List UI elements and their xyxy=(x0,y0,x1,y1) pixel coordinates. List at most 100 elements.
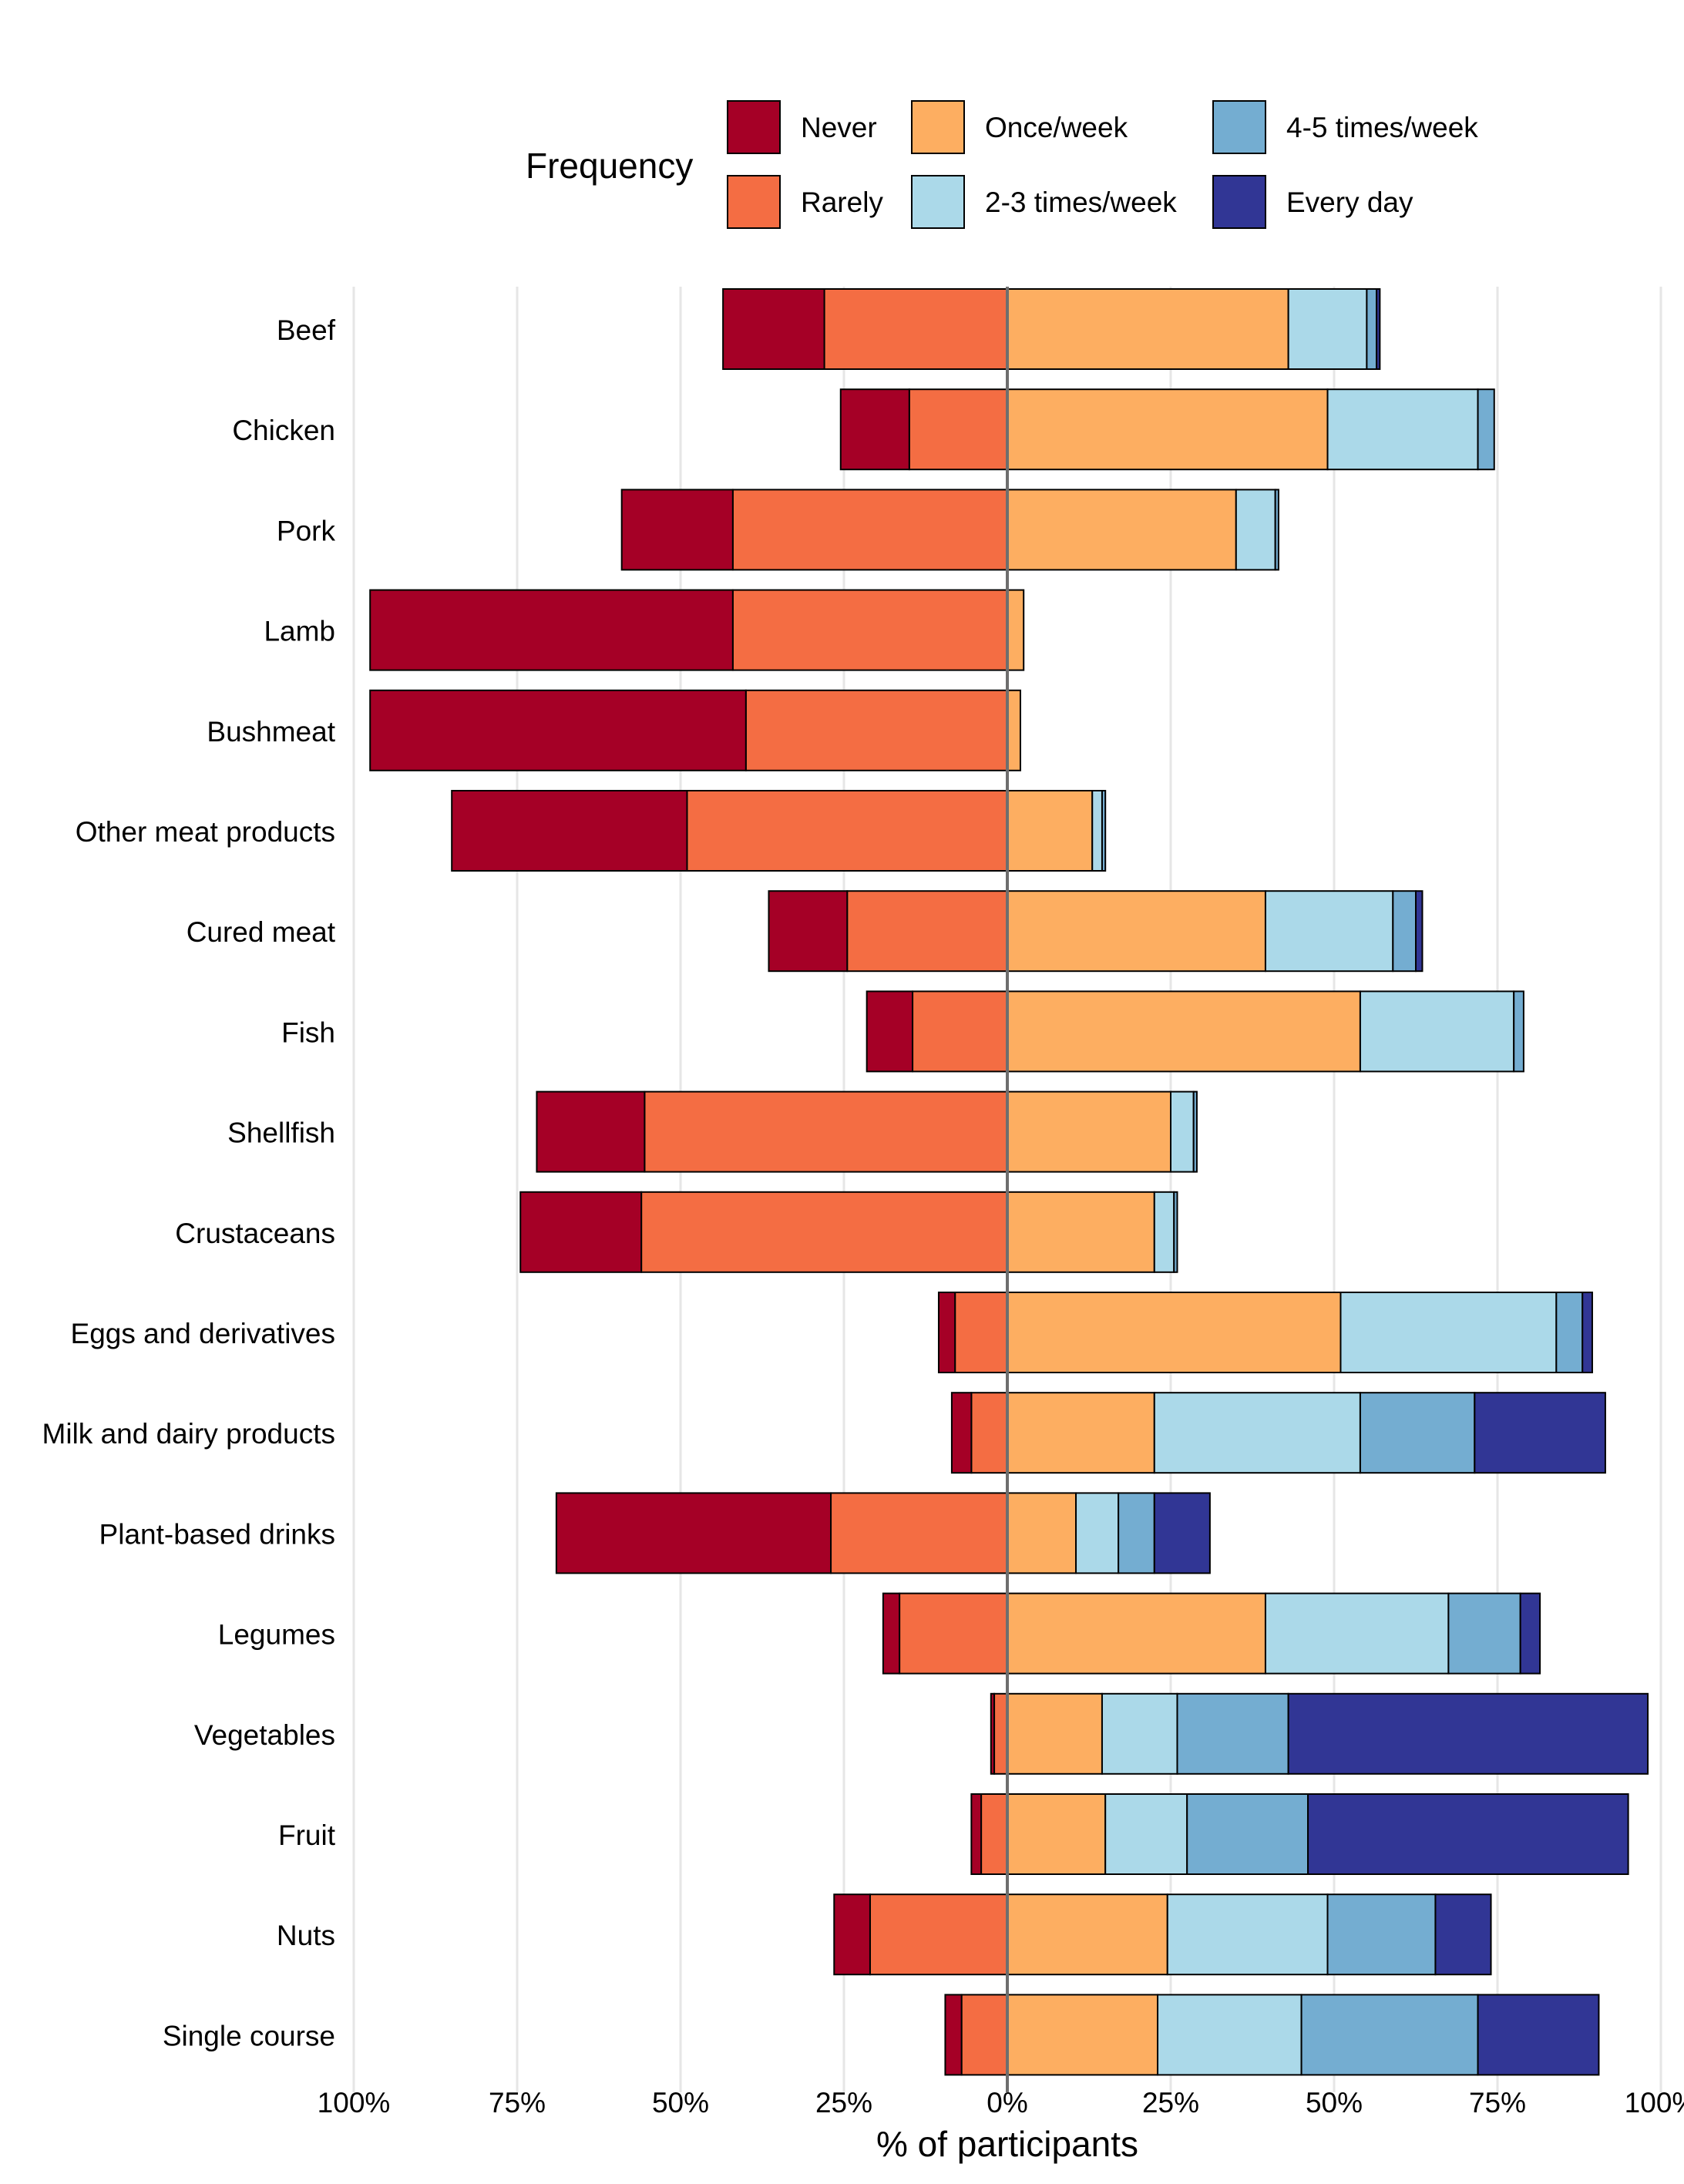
bar-plant-based-drinks-2-3-times-week xyxy=(1075,1492,1120,1574)
ytick-label-beef: Beef xyxy=(277,314,336,346)
ytick-label-single-course: Single course xyxy=(163,2020,335,2051)
bar-single-course-2-3-times-week xyxy=(1157,1994,1302,2076)
legend-key-once-week xyxy=(911,100,965,154)
bar-nuts-never xyxy=(833,1893,871,1976)
bar-lamb-rarely xyxy=(731,589,1009,671)
bar-fish-once-week xyxy=(1007,990,1361,1073)
bar-crustaceans-never xyxy=(519,1191,643,1273)
bar-single-course-never xyxy=(944,1994,963,2076)
bar-vegetables-2-3-times-week xyxy=(1101,1692,1178,1775)
xtick-label-100: 100% xyxy=(1625,2087,1684,2118)
bar-cured-meat-2-3-times-week xyxy=(1264,890,1394,973)
bar-plant-based-drinks-4-5-times-week xyxy=(1118,1492,1155,1574)
legend-key-every-day xyxy=(1212,175,1266,229)
bar-nuts-rarely xyxy=(869,1893,1009,1976)
bar-other-meat-products-never xyxy=(451,790,688,872)
ytick-label-pork: Pork xyxy=(277,515,336,546)
ytick-label-legumes: Legumes xyxy=(218,1619,335,1651)
bar-single-course-every-day xyxy=(1477,1994,1600,2076)
ytick-label-chicken: Chicken xyxy=(232,415,335,446)
bar-fish-rarely xyxy=(912,990,1009,1073)
xtick-label-75: 75% xyxy=(1469,2087,1526,2118)
xtick-label-0: 0% xyxy=(987,2087,1027,2118)
bar-eggs-and-derivatives-once-week xyxy=(1007,1292,1342,1373)
bar-cured-meat-once-week xyxy=(1007,890,1266,973)
ytick-label-cured-meat: Cured meat xyxy=(187,916,336,948)
legend-items: Never Rarely Once/week 2-3 times/week 4-5 ti… xyxy=(727,100,1478,229)
bar-pork-4-5-times-week xyxy=(1274,489,1279,571)
bar-nuts-once-week xyxy=(1007,1893,1168,1976)
bar-fruit-2-3-times-week xyxy=(1104,1793,1188,1875)
xtick-label-50: 50% xyxy=(652,2087,709,2118)
bar-single-course-rarely xyxy=(960,1994,1009,2076)
legend-label-rarely: Rarely xyxy=(801,186,883,218)
xtick-label-100: 100% xyxy=(318,2087,391,2118)
bar-milk-and-dairy-products-never xyxy=(950,1392,973,1474)
bar-beef-every-day xyxy=(1376,288,1381,370)
y-axis-tick-labels: Beef Chicken Pork Lamb Bushmeat Other meat pr… xyxy=(42,314,336,2051)
x-axis-tick-labels: 100% 75% 50% 25% 0% 25% 50% 75% 100% xyxy=(318,2087,1684,2118)
bar-plant-based-drinks-rarely xyxy=(830,1492,1009,1574)
bar-beef-rarely xyxy=(823,288,1009,370)
bar-lamb-never xyxy=(369,589,734,671)
bar-pork-never xyxy=(620,489,734,571)
legend-label-never: Never xyxy=(801,112,877,143)
bar-eggs-and-derivatives-4-5-times-week xyxy=(1555,1292,1584,1373)
ytick-label-other-meat-products: Other meat products xyxy=(76,816,335,848)
bar-legumes-2-3-times-week xyxy=(1264,1592,1450,1675)
bar-shellfish-never xyxy=(536,1090,646,1173)
bars xyxy=(369,288,1649,2076)
legend-label-every-day: Every day xyxy=(1286,186,1413,218)
bar-vegetables-once-week xyxy=(1007,1692,1103,1775)
bar-fish-2-3-times-week xyxy=(1359,990,1515,1073)
bar-beef-once-week xyxy=(1007,288,1289,370)
x-axis-label: % of participants xyxy=(876,2124,1138,2164)
bar-fruit-once-week xyxy=(1007,1793,1107,1875)
xtick-label-75: 75% xyxy=(489,2087,546,2118)
bar-crustaceans-rarely xyxy=(640,1191,1008,1273)
bar-nuts-every-day xyxy=(1434,1893,1492,1976)
bar-milk-and-dairy-products-rarely xyxy=(970,1392,1008,1474)
ytick-label-milk-and-dairy-products: Milk and dairy products xyxy=(42,1418,335,1450)
bar-cured-meat-4-5-times-week xyxy=(1392,890,1417,973)
legend-key-4-5-times-week xyxy=(1212,100,1266,154)
bar-legumes-never xyxy=(882,1592,901,1675)
bar-milk-and-dairy-products-2-3-times-week xyxy=(1153,1392,1361,1474)
bar-milk-and-dairy-products-4-5-times-week xyxy=(1359,1392,1476,1474)
bar-bushmeat-never xyxy=(369,689,747,771)
bar-milk-and-dairy-products-every-day xyxy=(1474,1392,1606,1474)
xtick-label-50: 50% xyxy=(1306,2087,1363,2118)
bar-single-course-once-week xyxy=(1007,1994,1159,2076)
bar-crustaceans-once-week xyxy=(1007,1191,1155,1273)
bar-eggs-and-derivatives-rarely xyxy=(954,1292,1009,1373)
bar-bushmeat-once-week xyxy=(1007,689,1021,771)
legend-key-rarely xyxy=(727,175,781,229)
bar-beef-4-5-times-week xyxy=(1366,288,1378,370)
bar-plant-based-drinks-once-week xyxy=(1007,1492,1077,1574)
bar-fruit-rarely xyxy=(980,1793,1008,1875)
ytick-label-vegetables: Vegetables xyxy=(194,1719,335,1751)
bar-chicken-2-3-times-week xyxy=(1326,388,1479,471)
bar-lamb-once-week xyxy=(1007,589,1025,671)
bar-other-meat-products-rarely xyxy=(686,790,1008,872)
bar-pork-rarely xyxy=(731,489,1009,571)
legend-key-2-3-times-week xyxy=(911,175,965,229)
bar-nuts-2-3-times-week xyxy=(1166,1893,1329,1976)
bar-fruit-every-day xyxy=(1307,1793,1629,1875)
bar-nuts-4-5-times-week xyxy=(1326,1893,1437,1976)
bar-other-meat-products-once-week xyxy=(1007,790,1094,872)
bar-pork-2-3-times-week xyxy=(1235,489,1276,571)
xtick-label-25: 25% xyxy=(1142,2087,1199,2118)
bar-chicken-never xyxy=(839,388,910,471)
legend-label-4-5-times-week: 4-5 times/week xyxy=(1286,112,1478,143)
bar-chicken-rarely xyxy=(908,388,1009,471)
bar-vegetables-rarely xyxy=(993,1692,1009,1775)
bar-legumes-rarely xyxy=(899,1592,1008,1675)
bar-eggs-and-derivatives-every-day xyxy=(1581,1292,1593,1373)
bar-cured-meat-rarely xyxy=(846,890,1008,973)
bar-vegetables-every-day xyxy=(1287,1692,1649,1775)
ytick-label-plant-based-drinks: Plant-based drinks xyxy=(99,1518,335,1550)
bar-legumes-every-day xyxy=(1519,1592,1541,1675)
ytick-label-fruit: Fruit xyxy=(278,1819,336,1851)
